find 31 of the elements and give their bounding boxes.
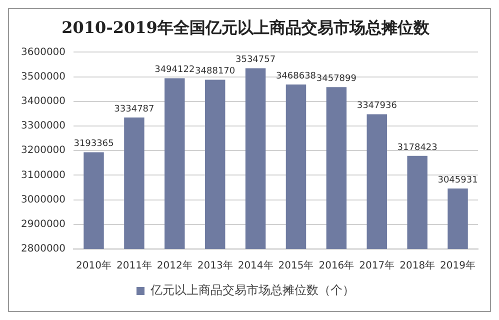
y-tick-label: 3500000	[20, 71, 66, 82]
x-tick-label: 2010年	[76, 260, 112, 272]
x-tick-label: 2017年	[359, 260, 395, 272]
x-tick-label: 2018年	[400, 260, 436, 272]
data-label: 3468638	[276, 71, 316, 82]
data-label: 3193365	[74, 139, 114, 150]
x-tick-label: 2013年	[197, 260, 233, 272]
x-tick-label: 2014年	[238, 260, 274, 272]
x-tick-label: 2019年	[440, 260, 476, 272]
data-label: 3494122	[154, 65, 195, 76]
y-tick-label: 2800000	[20, 244, 66, 255]
y-tick-label: 2900000	[20, 218, 66, 230]
chart-title: 2010-2019年全国亿元以上商品交易市场总摊位数	[62, 18, 430, 37]
data-label: 3334787	[114, 104, 154, 114]
data-label: 3488170	[195, 66, 236, 77]
y-tick-label: 3200000	[20, 145, 66, 156]
data-label: 3045931	[438, 175, 478, 186]
x-tick-label: 2015年	[278, 260, 314, 272]
data-label: 3347936	[356, 101, 398, 112]
data-label: 3178423	[397, 142, 438, 153]
y-tick-label: 3400000	[20, 96, 66, 107]
legend-label: 亿元以上商品交易市场总摊位数（个）	[150, 283, 354, 298]
y-tick-label: 3600000	[20, 46, 66, 58]
y-tick-label: 3000000	[20, 194, 66, 206]
y-tick-label: 3300000	[20, 120, 66, 132]
y-tick-label: 3100000	[20, 170, 66, 181]
x-tick-label: 2016年	[318, 260, 354, 272]
x-tick-label: 2012年	[156, 260, 192, 272]
data-label: 3534757	[236, 55, 276, 66]
data-label: 3457899	[316, 74, 357, 84]
x-tick-label: 2011年	[116, 260, 152, 272]
